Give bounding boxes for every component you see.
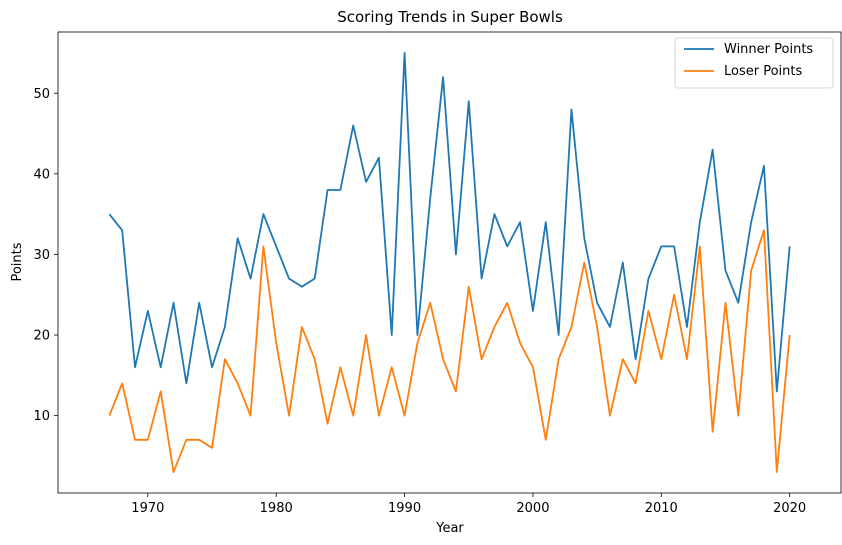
x-tick-label: 2000 <box>516 501 549 516</box>
plot-frame <box>57 31 842 494</box>
y-tick-label: 40 <box>33 167 50 182</box>
x-tick-label: 2010 <box>645 501 678 516</box>
x-tick-label: 2020 <box>773 501 806 516</box>
x-tick-label: 1970 <box>131 501 164 516</box>
chart-title: Scoring Trends in Super Bowls <box>337 8 563 26</box>
legend-box <box>674 37 834 89</box>
series-line-loser-points <box>108 229 791 473</box>
legend-label-winner-points: Winner Points <box>724 42 813 57</box>
x-tick-label: 1990 <box>388 501 421 516</box>
series-points-winner-points <box>109 52 790 392</box>
y-tick-label: 30 <box>33 248 50 263</box>
x-tick-label: 1980 <box>260 501 293 516</box>
y-tick-label: 50 <box>33 87 50 102</box>
y-axis-ticks: 10 20 30 40 50 <box>33 87 58 424</box>
y-tick-label: 20 <box>33 329 50 344</box>
x-axis-ticks: 1970 1980 1990 2000 2010 2020 <box>131 493 806 516</box>
legend: Winner Points Loser Points <box>674 37 834 89</box>
series-layer <box>108 52 791 473</box>
plot-area <box>58 32 841 493</box>
y-tick-label: 10 <box>33 409 50 424</box>
series-points-loser-points <box>109 230 790 473</box>
series-line-winner-points <box>108 52 791 393</box>
y-axis-label: Points <box>10 242 25 281</box>
legend-label-loser-points: Loser Points <box>724 64 802 79</box>
x-axis-label: Year <box>435 521 464 536</box>
